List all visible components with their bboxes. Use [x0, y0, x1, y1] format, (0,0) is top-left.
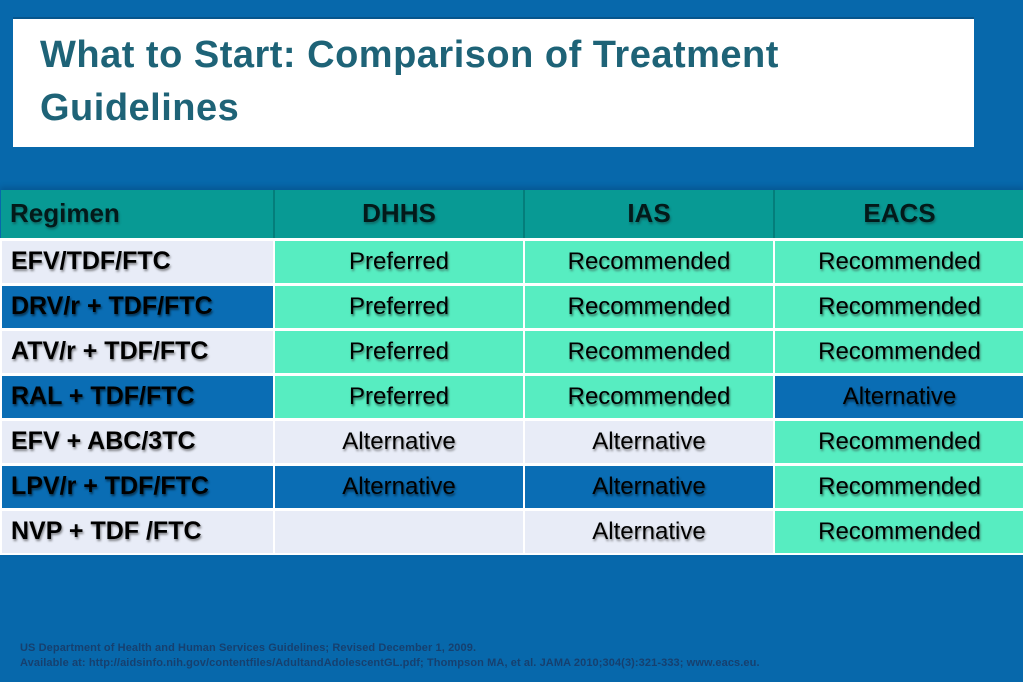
table-body: EFV/TDF/FTC Preferred Recommended Recommend…	[0, 237, 1023, 555]
guideline-cell-eacs: Recommended	[774, 237, 1023, 284]
guideline-cell-dhhs: Preferred	[274, 372, 525, 419]
guideline-cell-ias: Alternative	[524, 417, 775, 464]
guideline-cell-dhhs: Alternative	[274, 462, 525, 509]
regimen-cell: DRV/r + TDF/FTC	[0, 282, 275, 329]
footer-citation: US Department of Health and Human Servic…	[20, 641, 1000, 671]
regimen-cell: NVP + TDF /FTC	[0, 507, 275, 555]
guideline-cell-ias: Alternative	[524, 507, 775, 555]
guideline-cell-eacs: Recommended	[774, 417, 1023, 464]
regimen-cell: ATV/r + TDF/FTC	[0, 327, 275, 374]
guideline-cell-eacs: Recommended	[774, 507, 1023, 555]
column-header-regimen: Regimen	[1, 190, 275, 241]
guideline-cell-dhhs: Alternative	[274, 417, 525, 464]
guidelines-comparison-table: Regimen DHHS IAS EACS EFV/TDF/FTC Preferr…	[0, 190, 1023, 555]
column-header-eacs: EACS	[774, 190, 1023, 241]
guideline-cell-ias: Recommended	[524, 372, 775, 419]
footer-line-2: Available at: http://aidsinfo.nih.gov/co…	[20, 657, 760, 669]
slide-title: What to Start: Comparison of Treatment G…	[40, 34, 779, 129]
title-box: What to Start: Comparison of Treatment G…	[13, 19, 974, 147]
guideline-cell-ias: Recommended	[524, 237, 775, 284]
guideline-cell-ias: Recommended	[524, 282, 775, 329]
guideline-cell-eacs: Recommended	[774, 462, 1023, 509]
table-row: NVP + TDF /FTC Alternative Recommended	[0, 507, 1023, 555]
table-row: RAL + TDF/FTC Preferred Recommended Alterna…	[0, 372, 1023, 419]
regimen-cell: EFV + ABC/3TC	[0, 417, 275, 464]
regimen-cell: EFV/TDF/FTC	[0, 237, 275, 284]
table-row: LPV/r + TDF/FTC Alternative Alternative Rec…	[0, 462, 1023, 509]
table-row: EFV/TDF/FTC Preferred Recommended Recommend…	[0, 237, 1023, 284]
table-row: DRV/r + TDF/FTC Preferred Recommended Recom…	[0, 282, 1023, 329]
guideline-cell-eacs: Recommended	[774, 282, 1023, 329]
guideline-cell-ias: Recommended	[524, 327, 775, 374]
guideline-cell-dhhs: Preferred	[274, 237, 525, 284]
column-header-dhhs: DHHS	[274, 190, 525, 241]
footer-line-1: US Department of Health and Human Servic…	[20, 642, 477, 654]
column-header-ias: IAS	[524, 190, 775, 241]
guideline-cell-eacs: Recommended	[774, 327, 1023, 374]
regimen-cell: LPV/r + TDF/FTC	[0, 462, 275, 509]
regimen-cell: RAL + TDF/FTC	[0, 372, 275, 419]
guideline-cell-dhhs	[274, 507, 525, 555]
guideline-cell-dhhs: Preferred	[274, 282, 525, 329]
guideline-cell-dhhs: Preferred	[274, 327, 525, 374]
table-header-row: Regimen DHHS IAS EACS	[1, 190, 1023, 241]
table-row: EFV + ABC/3TC Alternative Alternative Recom…	[0, 417, 1023, 464]
table-row: ATV/r + TDF/FTC Preferred Recommended Recom…	[0, 327, 1023, 374]
guideline-cell-eacs: Alternative	[774, 372, 1023, 419]
guideline-cell-ias: Alternative	[524, 462, 775, 509]
